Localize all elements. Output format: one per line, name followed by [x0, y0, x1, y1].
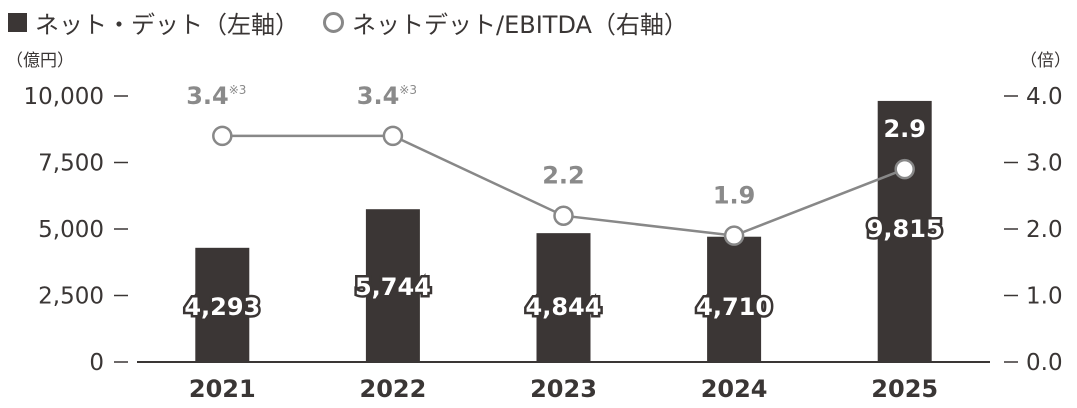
left-axis-tick-label: 7,500: [38, 151, 104, 177]
x-axis-tick-label: 2023: [530, 375, 597, 403]
ratio-value-label: 1.9: [713, 182, 756, 210]
right-axis-tick-label: 2.0: [1026, 217, 1063, 243]
left-axis-tick-label: 0: [89, 350, 104, 376]
bar: [365, 209, 420, 362]
right-axis-tick-label: 1.0: [1026, 284, 1063, 310]
ratio-value-label: 3.4※3: [186, 82, 246, 110]
legend-line-label: ネットデット/EBITDA（右軸）: [352, 10, 688, 39]
ratio-value-label: 2.2: [542, 162, 585, 190]
ratio-point: [723, 225, 745, 246]
right-axis-tick-label: 4.0: [1026, 84, 1063, 110]
bar: [536, 233, 591, 362]
ratio-footnote-mark: ※3: [399, 83, 417, 97]
x-axis-tick-label: 2024: [701, 375, 768, 403]
legend-item-net-debt: ネット・デット（左軸）: [0, 5, 299, 40]
legend-bar-swatch: [8, 12, 27, 32]
left-axis-unit: （億円）: [6, 51, 74, 71]
bar: [195, 247, 250, 362]
legend-item-ratio: ネットデット/EBITDA（右軸）: [319, 5, 688, 40]
left-axis-tick-label: 2,500: [38, 284, 104, 310]
ratio-value-label: 3.4※3: [357, 82, 417, 110]
right-axis-tick-label: 3.0: [1026, 151, 1063, 177]
right-axis-tick-label: 0.0: [1026, 350, 1063, 376]
ratio-point: [212, 125, 233, 147]
bar: [707, 236, 762, 362]
x-axis-tick-label: 2022: [360, 375, 427, 403]
ratio-value-label: 2.9: [883, 115, 926, 143]
bar: [877, 100, 932, 363]
ratio-footnote-mark: ※3: [229, 83, 247, 97]
ratio-point: [382, 125, 404, 147]
legend-line-marker: [323, 11, 344, 33]
ratio-point: [553, 205, 574, 226]
bar-value-label: 4,293: [184, 293, 260, 321]
x-axis-tick-label: 2025: [871, 375, 938, 403]
chart-legend: ネット・デット（左軸） ネットデット/EBITDA（右軸）: [0, 4, 708, 40]
bar-value-label: 5,744: [355, 273, 431, 301]
bar-value-label: 9,815: [867, 215, 943, 243]
bar-value-label: 4,710: [696, 293, 772, 321]
left-axis-tick-label: 5,000: [38, 217, 104, 243]
x-axis-tick-label: 2021: [189, 375, 256, 403]
right-axis-unit: （倍）: [1020, 51, 1071, 71]
legend-bar-label: ネット・デット（左軸）: [35, 10, 299, 39]
bar-value-label: 4,844: [526, 293, 602, 321]
ratio-point: [894, 158, 915, 180]
left-axis-tick-label: 10,000: [24, 84, 104, 110]
